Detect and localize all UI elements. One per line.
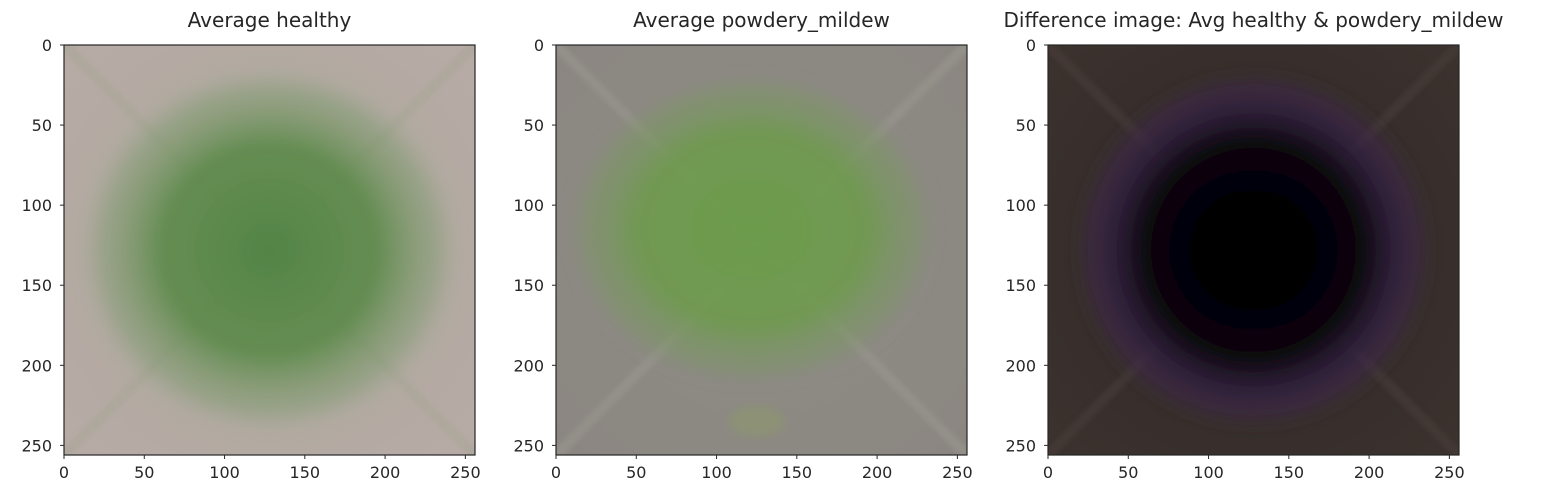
y-tick-label: 200 (21, 356, 52, 375)
x-tick-label: 200 (370, 463, 401, 482)
x-tick-label: 200 (862, 463, 893, 482)
x-tick-label: 250 (942, 463, 973, 482)
y-tick-label: 100 (513, 196, 544, 215)
y-tick-label: 50 (32, 116, 52, 135)
y-tick-label: 100 (1005, 196, 1036, 215)
x-tick-label: 200 (1354, 463, 1385, 482)
x-tick-label: 150 (290, 463, 321, 482)
leaf-shape (562, 69, 942, 390)
x-tick-label: 250 (450, 463, 481, 482)
y-tick-label: 100 (21, 196, 52, 215)
x-tick-label: 0 (551, 463, 561, 482)
image-area (1048, 45, 1459, 455)
x-tick-label: 50 (1118, 463, 1138, 482)
y-tick-label: 150 (1005, 276, 1036, 295)
y-tick-label: 250 (21, 436, 52, 455)
x-tick-label: 150 (1274, 463, 1305, 482)
stem-shape (728, 405, 785, 438)
panel-title: Difference image: Avg healthy & powdery_… (1003, 8, 1503, 32)
x-tick-label: 100 (701, 463, 732, 482)
x-tick-label: 100 (209, 463, 240, 482)
x-tick-label: 0 (59, 463, 69, 482)
image-area (64, 45, 475, 455)
axes-frame (1047, 44, 1460, 456)
y-tick-label: 150 (513, 276, 544, 295)
y-tick-label: 0 (534, 36, 544, 55)
y-tick-label: 0 (42, 36, 52, 55)
y-tick-label: 50 (524, 116, 544, 135)
x-tick-label: 250 (1434, 463, 1465, 482)
panel-1: Average healthy 0 50 100 150 200 250 0 50 100 150 2… (21, 8, 480, 482)
axes-frame (63, 44, 476, 456)
x-tick-label: 50 (626, 463, 646, 482)
panel-3: Difference image: Avg healthy & powdery_… (1003, 8, 1503, 482)
x-tick-label: 0 (1043, 463, 1053, 482)
panel-2: Average powdery_mildew 0 50 100 150 200 250 0 50… (513, 8, 972, 482)
y-tick-label: 250 (1005, 436, 1036, 455)
leaf-shape (73, 61, 466, 439)
y-tick-label: 0 (1026, 36, 1036, 55)
x-tick-label: 100 (1193, 463, 1224, 482)
y-tick-label: 200 (1005, 356, 1036, 375)
y-tick-label: 150 (21, 276, 52, 295)
x-tick-label: 150 (782, 463, 813, 482)
image-area (556, 45, 967, 455)
panel-title: Average powdery_mildew (633, 8, 890, 32)
panel-title: Average healthy (188, 8, 352, 32)
y-tick-label: 50 (1016, 116, 1036, 135)
axes-frame (555, 44, 968, 456)
x-tick-label: 50 (134, 463, 154, 482)
y-tick-label: 250 (513, 436, 544, 455)
y-tick-label: 200 (513, 356, 544, 375)
leaf-shape (1068, 65, 1439, 435)
